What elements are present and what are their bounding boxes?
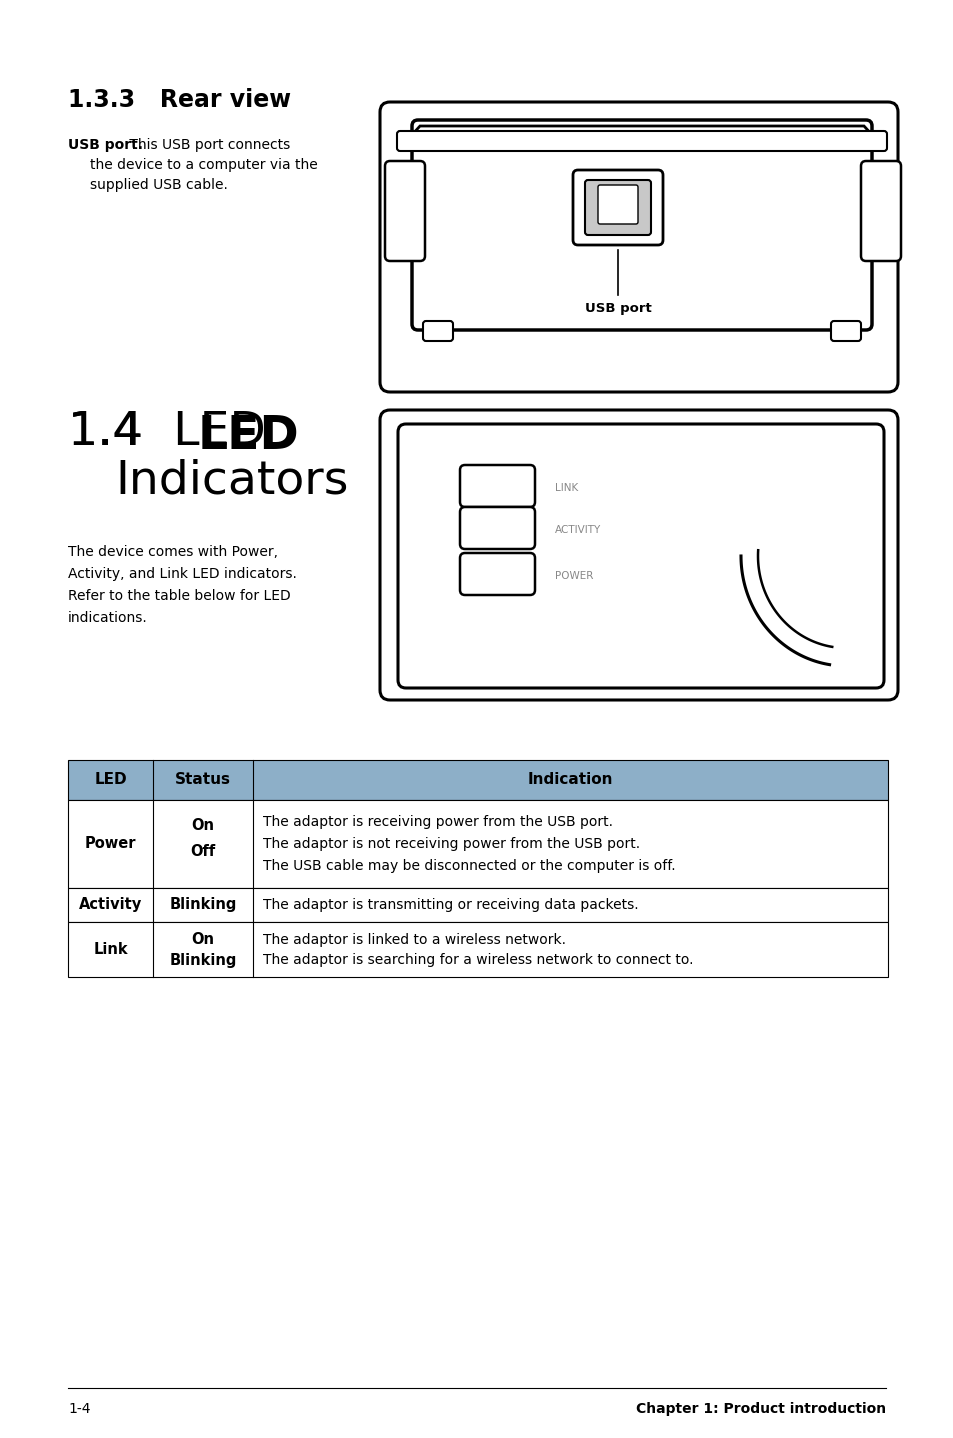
Text: 1.3.3   Rear view: 1.3.3 Rear view [68, 88, 291, 112]
FancyBboxPatch shape [379, 102, 897, 393]
Text: Blinking: Blinking [169, 897, 236, 913]
Bar [68, 761, 887, 800]
Text: Blinking: Blinking [169, 952, 236, 968]
Text: LED: LED [94, 772, 127, 788]
FancyBboxPatch shape [385, 161, 424, 262]
Text: The adaptor is searching for a wireless network to connect to.: The adaptor is searching for a wireless … [263, 953, 693, 966]
Text: Status: Status [174, 772, 231, 788]
Text: 1-4: 1-4 [68, 1402, 91, 1416]
Text: Activity, and Link LED indicators.: Activity, and Link LED indicators. [68, 567, 296, 581]
FancyBboxPatch shape [861, 161, 900, 262]
Text: Refer to the table below for LED: Refer to the table below for LED [68, 590, 291, 603]
Text: The USB cable may be disconnected or the computer is off.: The USB cable may be disconnected or the… [263, 858, 675, 873]
FancyBboxPatch shape [584, 180, 650, 234]
FancyBboxPatch shape [459, 508, 535, 549]
Bar [68, 889, 887, 922]
Bar [68, 922, 887, 976]
Text: Indication: Indication [527, 772, 613, 788]
Text: 1.4  LED: 1.4 LED [68, 410, 266, 454]
Text: supplied USB cable.: supplied USB cable. [90, 178, 228, 193]
Text: the device to a computer via the: the device to a computer via the [90, 158, 317, 173]
Text: ACTIVITY: ACTIVITY [555, 525, 600, 535]
Text: 1.4: 1.4 [68, 410, 143, 454]
Text: indications.: indications. [68, 611, 148, 626]
Text: Power: Power [85, 837, 136, 851]
Text: This USB port connects: This USB port connects [125, 138, 290, 152]
Bar [68, 800, 887, 889]
Text: The adaptor is receiving power from the USB port.: The adaptor is receiving power from the … [263, 815, 613, 828]
Text: Indicators: Indicators [115, 457, 348, 503]
FancyBboxPatch shape [830, 321, 861, 341]
Text: On: On [192, 932, 214, 948]
Text: POWER: POWER [555, 571, 593, 581]
Text: LED: LED [198, 414, 299, 459]
FancyBboxPatch shape [396, 131, 886, 151]
Text: On: On [192, 818, 214, 834]
Text: USB port: USB port [584, 302, 651, 315]
FancyBboxPatch shape [422, 321, 453, 341]
Text: The adaptor is linked to a wireless network.: The adaptor is linked to a wireless netw… [263, 933, 565, 948]
FancyBboxPatch shape [379, 410, 897, 700]
FancyBboxPatch shape [397, 424, 883, 687]
Text: The adaptor is transmitting or receiving data packets.: The adaptor is transmitting or receiving… [263, 897, 638, 912]
Text: Link: Link [93, 942, 128, 958]
Text: Off: Off [191, 844, 215, 860]
Text: Activity: Activity [79, 897, 142, 913]
Text: USB port.: USB port. [68, 138, 143, 152]
Text: LINK: LINK [555, 483, 578, 493]
FancyBboxPatch shape [598, 186, 638, 224]
FancyBboxPatch shape [573, 170, 662, 244]
Text: The device comes with Power,: The device comes with Power, [68, 545, 277, 559]
FancyBboxPatch shape [412, 119, 871, 329]
Text: The adaptor is not receiving power from the USB port.: The adaptor is not receiving power from … [263, 837, 639, 851]
Polygon shape [399, 127, 883, 148]
FancyBboxPatch shape [459, 554, 535, 595]
Text: Chapter 1: Product introduction: Chapter 1: Product introduction [636, 1402, 885, 1416]
FancyBboxPatch shape [459, 464, 535, 508]
